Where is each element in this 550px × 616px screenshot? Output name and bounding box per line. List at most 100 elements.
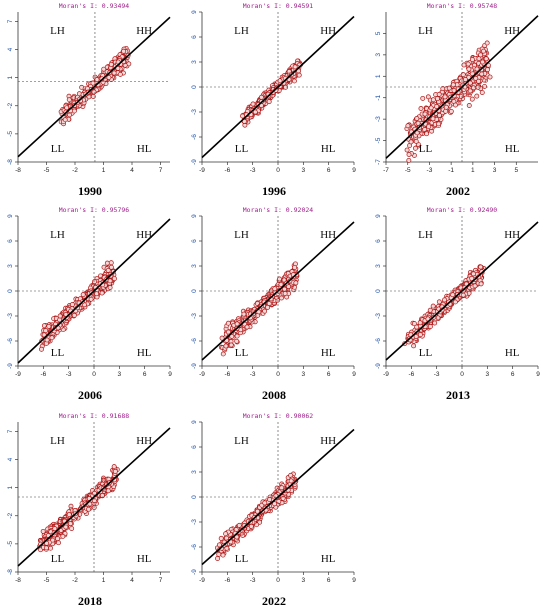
data-point bbox=[236, 522, 242, 528]
scatter-svg: Moran's I: 0.94591 -9 -6 -3 0 3 6 9 -9 -6 -3 0 3 6 9 LH… bbox=[191, 2, 356, 198]
y-tick-label: 3 bbox=[7, 264, 14, 268]
x-tick-label: 6 bbox=[327, 577, 331, 584]
x-tick-label: -6 bbox=[224, 167, 230, 174]
quadrant-label-ll: LL bbox=[235, 143, 249, 155]
data-point bbox=[63, 524, 69, 530]
data-point bbox=[80, 292, 86, 298]
y-tick-label: -5 bbox=[7, 131, 14, 137]
moran-i-label: Moran's I: 0.93494 bbox=[59, 2, 130, 10]
data-point bbox=[225, 320, 231, 326]
x-tick-label: 6 bbox=[143, 371, 147, 378]
x-tick-label: 9 bbox=[352, 371, 356, 378]
data-point bbox=[446, 85, 452, 91]
regression-line bbox=[385, 15, 539, 159]
quadrant-label-hh: HH bbox=[504, 229, 520, 241]
data-point bbox=[436, 91, 442, 97]
y-tick-label: 0 bbox=[191, 85, 198, 89]
data-point bbox=[473, 75, 479, 81]
y-tick-label: -3 bbox=[375, 313, 382, 319]
year-label: 2008 bbox=[262, 388, 286, 402]
x-tick-label: 0 bbox=[460, 371, 464, 378]
y-tick-label: -7 bbox=[375, 159, 382, 165]
data-point bbox=[252, 109, 258, 115]
data-point bbox=[106, 75, 112, 80]
quadrant-label-ll: LL bbox=[235, 347, 249, 359]
data-point bbox=[216, 542, 222, 548]
x-tick-label: -3 bbox=[66, 371, 72, 378]
data-point bbox=[111, 464, 117, 470]
data-point bbox=[223, 531, 229, 537]
x-tick-label: 3 bbox=[302, 577, 306, 584]
y-tick-label: 7 bbox=[7, 429, 14, 433]
data-point bbox=[413, 334, 419, 340]
y-tick-label: -5 bbox=[7, 541, 14, 547]
data-point bbox=[472, 283, 478, 289]
data-point bbox=[467, 88, 473, 94]
data-point bbox=[412, 145, 418, 151]
regression-line bbox=[17, 218, 171, 364]
data-point bbox=[228, 342, 234, 348]
data-point bbox=[467, 80, 473, 86]
data-point bbox=[43, 545, 49, 551]
data-point bbox=[44, 337, 50, 343]
data-point bbox=[43, 328, 49, 334]
moran-i-label: Moran's I: 0.91688 bbox=[59, 412, 130, 420]
year-label: 1990 bbox=[78, 184, 102, 198]
x-tick-label: 5 bbox=[514, 167, 518, 174]
data-point bbox=[471, 271, 476, 277]
data-point bbox=[487, 74, 493, 80]
x-tick-label: 0 bbox=[92, 371, 96, 378]
data-point bbox=[442, 297, 448, 303]
data-point bbox=[272, 501, 278, 507]
data-point bbox=[215, 556, 220, 561]
year-label: 2013 bbox=[446, 388, 470, 402]
data-point bbox=[90, 80, 96, 86]
x-tick-label: -5 bbox=[44, 167, 50, 174]
data-point bbox=[52, 526, 58, 532]
x-tick-label: -9 bbox=[199, 167, 205, 174]
data-point bbox=[453, 102, 458, 108]
x-tick-label: 1 bbox=[471, 167, 475, 174]
data-point bbox=[244, 324, 250, 330]
quadrant-label-lh: LH bbox=[234, 25, 249, 37]
data-point bbox=[443, 104, 449, 110]
data-point bbox=[276, 498, 282, 504]
scatter-panel-2022: Moran's I: 0.90062 -9 -6 -3 0 3 6 9 -9 -6 -3 0 3 6 9 LH… bbox=[186, 410, 362, 610]
quadrant-label-hl: HL bbox=[137, 553, 152, 565]
x-tick-label: 6 bbox=[327, 167, 331, 174]
data-point bbox=[452, 299, 458, 305]
scatter-svg: Moran's I: 0.92490 -9 -6 -3 0 3 6 9 -9 -6 -3 0 3 6 9 LH… bbox=[375, 206, 540, 402]
data-point bbox=[241, 311, 247, 317]
y-tick-label: -6 bbox=[191, 134, 198, 140]
data-point bbox=[250, 101, 256, 107]
x-tick-label: 3 bbox=[493, 167, 497, 174]
scatter-panel-2002: Moran's I: 0.95748 -7 -5 -3 -1 1 3 5 -7 -5 -3 -1 1 3 5… bbox=[370, 0, 546, 200]
data-point bbox=[66, 512, 72, 518]
y-tick-label: 6 bbox=[191, 445, 198, 449]
data-point bbox=[434, 96, 440, 102]
y-tick-label: 4 bbox=[7, 457, 14, 461]
y-tick-label: 3 bbox=[191, 60, 198, 64]
x-tick-label: -3 bbox=[250, 371, 256, 378]
data-point bbox=[478, 281, 484, 287]
data-point bbox=[283, 84, 289, 90]
quadrant-label-hl: HL bbox=[137, 143, 152, 155]
quadrant-label-hh: HH bbox=[136, 25, 152, 37]
x-tick-label: -3 bbox=[250, 577, 256, 584]
regression-line bbox=[201, 428, 355, 566]
data-point bbox=[430, 303, 436, 309]
x-tick-label: 9 bbox=[536, 371, 540, 378]
data-point bbox=[117, 71, 123, 77]
data-point bbox=[57, 313, 63, 319]
x-tick-label: 3 bbox=[302, 167, 306, 174]
data-point bbox=[479, 71, 485, 77]
year-label: 2006 bbox=[78, 388, 102, 402]
quadrant-label-lh: LH bbox=[234, 435, 249, 447]
data-point bbox=[450, 292, 456, 298]
quadrant-label-hl: HL bbox=[505, 143, 520, 155]
data-point bbox=[107, 278, 113, 284]
data-point bbox=[248, 523, 254, 529]
data-point bbox=[483, 56, 489, 62]
data-point bbox=[469, 275, 475, 281]
regression-line bbox=[385, 221, 539, 361]
